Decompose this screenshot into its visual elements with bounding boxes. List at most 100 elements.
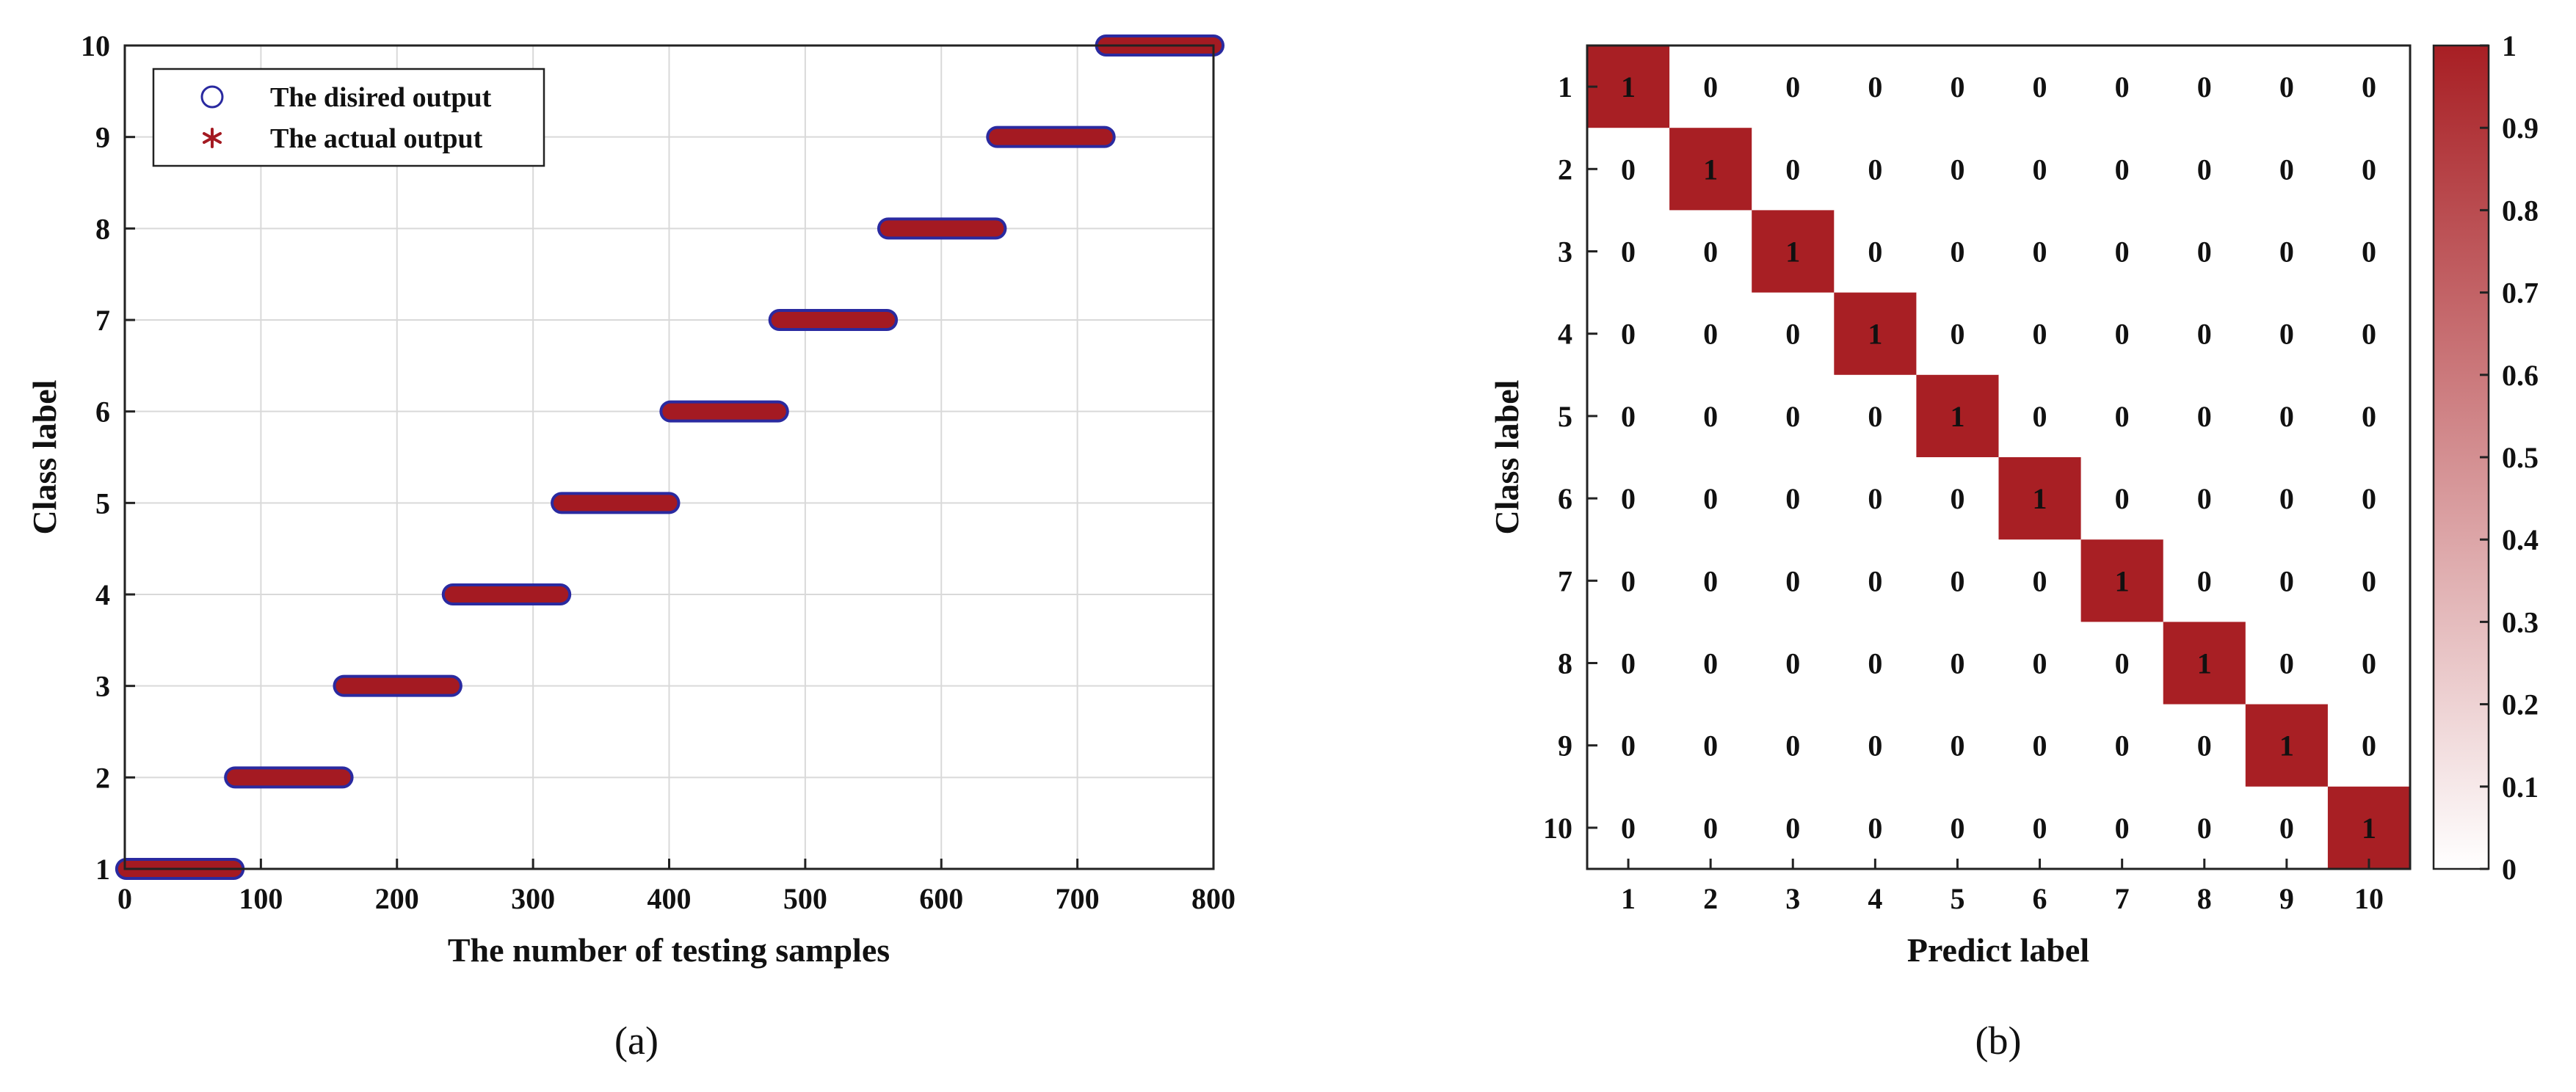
matrix-cell-value: 0 <box>2033 236 2047 269</box>
matrix-cell <box>1669 210 1752 294</box>
matrix-cell-value: 0 <box>1785 153 1800 186</box>
matrix-cell-value: 0 <box>1868 647 1882 680</box>
colorbar-tick-label: 0.3 <box>2502 605 2539 638</box>
matrix-cell <box>1834 210 1917 294</box>
matrix-cell-value: 0 <box>1950 70 1964 103</box>
matrix-x-tick-label: 6 <box>2033 882 2047 915</box>
matrix-cell <box>1916 457 1999 540</box>
colorbar-tick-label: 0.6 <box>2502 359 2539 392</box>
matrix-cell <box>1587 457 1670 540</box>
legend-label-desired-output: The disired output <box>270 82 492 113</box>
matrix-cell <box>1998 374 2082 458</box>
matrix-cell <box>1587 622 1670 705</box>
matrix-cell <box>2327 704 2411 787</box>
matrix-cell-value: 0 <box>2362 482 2376 515</box>
matrix-cell-value: 0 <box>1868 729 1882 762</box>
matrix-cell-value: 1 <box>1703 153 1718 186</box>
matrix-cell-value: 0 <box>2115 153 2130 186</box>
colorbar-tick-label: 0.8 <box>2502 194 2539 227</box>
matrix-cell-value: 0 <box>1868 482 1882 515</box>
matrix-cell <box>1669 374 1752 458</box>
y-tick-label: 8 <box>95 212 110 245</box>
matrix-cell <box>1752 786 1835 870</box>
matrix-y-tick-label: 4 <box>1558 318 1572 351</box>
matrix-cell-value: 0 <box>2362 153 2376 186</box>
matrix-cell <box>1916 374 1999 458</box>
matrix-cell <box>1587 292 1670 376</box>
x-tick-label: 700 <box>1056 882 1100 915</box>
matrix-x-tick-label: 4 <box>1868 882 1882 915</box>
matrix-cell-value: 0 <box>2197 564 2212 597</box>
matrix-cell-value: 0 <box>1703 564 1718 597</box>
matrix-cell-value: 0 <box>2033 70 2047 103</box>
matrix-cell <box>1669 292 1752 376</box>
matrix-cell-value: 0 <box>2279 153 2294 186</box>
legend-label-actual-output: The actual output <box>270 123 483 154</box>
matrix-cell <box>2080 128 2164 211</box>
matrix-cell <box>1916 539 1999 622</box>
matrix-cell <box>1998 457 2082 540</box>
y-tick-label: 6 <box>95 396 110 429</box>
x-tick-label: 600 <box>919 882 963 915</box>
matrix-cell-value: 0 <box>1621 318 1636 351</box>
matrix-cell-value: 0 <box>2115 729 2130 762</box>
matrix-cell <box>1834 786 1917 870</box>
matrix-cell <box>1587 704 1670 787</box>
matrix-cell <box>2080 46 2164 128</box>
matrix-cell-value: 0 <box>2197 400 2212 433</box>
matrix-cell <box>1916 704 1999 787</box>
legend-box <box>152 68 545 167</box>
matrix-cell-value: 0 <box>2362 70 2376 103</box>
matrix-cell <box>1669 539 1752 622</box>
matrix-cell-value: 0 <box>1621 482 1636 515</box>
matrix-cell-value: 0 <box>2033 729 2047 762</box>
matrix-cell-value: 0 <box>2362 236 2376 269</box>
matrix-cell-value: 0 <box>1621 647 1636 680</box>
matrix-cell <box>1998 539 2082 622</box>
matrix-x-tick-label: 2 <box>1703 882 1718 915</box>
y-tick-label: 3 <box>95 670 110 703</box>
matrix-cell-value: 0 <box>1621 729 1636 762</box>
colorbar-tick-label: 1 <box>2502 29 2517 62</box>
x-tick-label: 400 <box>647 882 692 915</box>
matrix-cell-value: 0 <box>1703 70 1718 103</box>
colorbar-gradient <box>2432 44 2490 870</box>
matrix-y-tick-label: 9 <box>1558 729 1572 762</box>
x-tick-label: 100 <box>239 882 283 915</box>
matrix-cell <box>2163 292 2246 376</box>
colorbar-tick-label: 0.2 <box>2502 688 2539 721</box>
matrix-cell <box>1587 374 1670 458</box>
matrix-cell-value: 0 <box>2362 318 2376 351</box>
matrix-cell <box>1916 210 1999 294</box>
matrix-cell-value: 1 <box>1621 70 1636 103</box>
matrix-cell-value: 1 <box>1785 236 1800 269</box>
matrix-cell <box>2327 539 2411 622</box>
y-tick-label: 10 <box>81 29 110 62</box>
matrix-cell <box>1998 622 2082 705</box>
x-tick-label: 800 <box>1191 882 1236 915</box>
matrix-cell-value: 0 <box>1950 729 1964 762</box>
matrix-cell-value: 0 <box>2033 564 2047 597</box>
matrix-cell <box>1752 704 1835 787</box>
matrix-x-tick-label: 1 <box>1621 882 1636 915</box>
plot-a-ticks: 0 100 200 300 400 500 600 700 800 1 2 3 4 5 6 7 8 9 10 <box>81 29 1236 915</box>
matrix-cell-value: 1 <box>1950 400 1964 433</box>
matrix-cell-value: 0 <box>2115 70 2130 103</box>
matrix-cell <box>2245 292 2329 376</box>
matrix-cell-value: 0 <box>2279 400 2294 433</box>
matrix-cell <box>1669 46 1752 128</box>
matrix-cell-value: 0 <box>2279 236 2294 269</box>
matrix-x-axis-label: Predict label <box>1907 931 2089 969</box>
matrix-cell <box>1834 704 1917 787</box>
matrix-x-tick-label: 5 <box>1950 882 1964 915</box>
matrix-cell-value: 1 <box>1868 318 1882 351</box>
matrix-x-tick-label: 9 <box>2279 882 2294 915</box>
matrix-cell <box>2327 292 2411 376</box>
matrix-cell-value: 0 <box>2033 400 2047 433</box>
matrix-cell <box>2245 704 2329 787</box>
matrix-cell-value: 0 <box>2197 729 2212 762</box>
matrix-cell-value: 0 <box>1868 70 1882 103</box>
matrix-cell <box>2327 374 2411 458</box>
matrix-cell <box>1998 786 2082 870</box>
